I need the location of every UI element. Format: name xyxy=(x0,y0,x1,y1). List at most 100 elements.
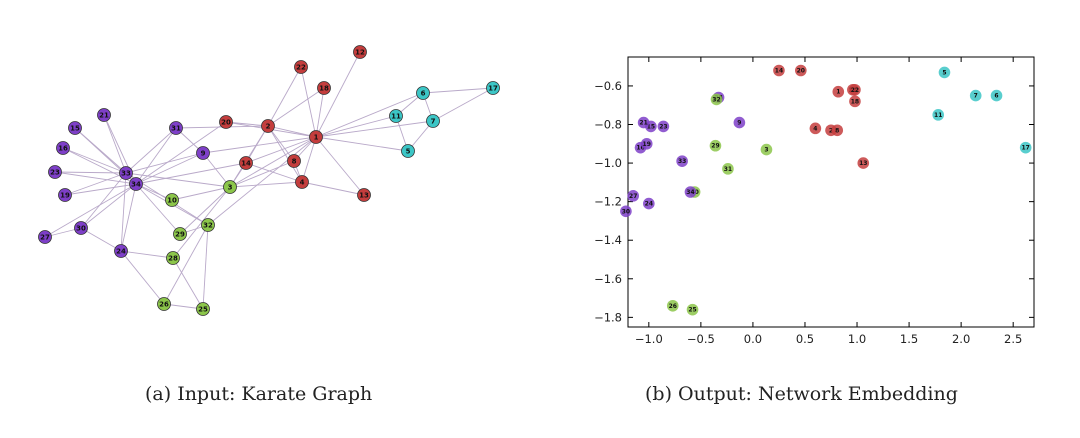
scatter-point-marker xyxy=(831,124,844,137)
scatter-point: 5 xyxy=(938,66,951,79)
graph-node-label: 1 xyxy=(314,134,319,142)
scatter-point-marker xyxy=(710,93,723,106)
graph-node-label: 32 xyxy=(203,222,213,230)
graph-node: 20 xyxy=(219,115,233,129)
scatter-point: 9 xyxy=(733,116,746,129)
graph-node: 16 xyxy=(56,141,70,155)
graph-node: 8 xyxy=(287,154,301,168)
graph-edge xyxy=(267,66,302,127)
scatter-point: 19 xyxy=(640,137,653,150)
graph-edge xyxy=(163,224,209,305)
graph-node-circle xyxy=(157,297,171,311)
graph-node: 4 xyxy=(295,175,309,189)
graph-edge xyxy=(135,121,227,185)
graph-edge xyxy=(315,136,409,152)
graph-node-label: 19 xyxy=(60,192,70,200)
graph-node: 28 xyxy=(166,251,180,265)
scatter-point-label: 15 xyxy=(647,123,655,130)
graph-node-circle xyxy=(48,165,62,179)
x-tick-label: −1.0 xyxy=(635,332,663,346)
graph-node-circle xyxy=(196,302,210,316)
scatter-point-label: 8 xyxy=(835,127,839,134)
scatter-point-marker xyxy=(676,155,688,167)
graph-node: 13 xyxy=(357,188,371,202)
graph-node: 15 xyxy=(68,121,82,135)
graph-node-label: 4 xyxy=(300,179,305,187)
graph-node: 12 xyxy=(353,45,367,59)
graph-edge xyxy=(103,114,127,174)
graph-node-circle xyxy=(201,218,215,232)
x-tick-label: 0.5 xyxy=(796,332,814,346)
scatter-point: 21 xyxy=(637,116,650,129)
karate-graph-panel: 1234567891011121314151617181920212223242… xyxy=(38,45,500,316)
scatter-point: 22 xyxy=(849,83,861,96)
scatter-point: 29 xyxy=(709,139,722,152)
graph-node-label: 21 xyxy=(99,112,109,120)
graph-node: 29 xyxy=(173,227,187,241)
scatter-point-marker xyxy=(709,139,722,152)
scatter-point-marker xyxy=(637,116,650,129)
graph-edge xyxy=(315,136,365,196)
scatter-point: 14 xyxy=(773,64,785,77)
scatter-point-marker xyxy=(684,186,697,198)
graph-node-label: 10 xyxy=(167,197,177,205)
graph-node-label: 8 xyxy=(292,158,297,166)
scatter-point-marker xyxy=(809,122,822,135)
graph-node-label: 7 xyxy=(431,118,436,126)
scatter-point-label: 30 xyxy=(622,208,630,215)
graph-node-circle xyxy=(196,146,210,160)
graph-node-circle xyxy=(389,109,403,123)
x-tick-label: 1.5 xyxy=(900,332,918,346)
scatter-point-marker xyxy=(640,137,653,150)
graph-node: 26 xyxy=(157,297,171,311)
scatter-point-label: 17 xyxy=(1021,145,1029,152)
graph-node-circle xyxy=(129,177,143,191)
graph-node: 6 xyxy=(416,86,430,100)
graph-node-circle xyxy=(58,188,72,202)
graph-edge xyxy=(245,162,303,183)
graph-edge xyxy=(125,127,177,174)
graph-node-circle xyxy=(261,119,275,133)
graph-node: 1 xyxy=(309,130,323,144)
scatter-point-label: 19 xyxy=(643,141,651,148)
scatter-point: 33 xyxy=(676,155,688,167)
scatter-point-marker xyxy=(666,299,679,312)
graph-edge xyxy=(202,224,209,310)
graph-node-label: 15 xyxy=(70,125,80,133)
graph-node-label: 33 xyxy=(121,170,131,178)
graph-edge xyxy=(171,186,231,201)
graph-edge xyxy=(315,120,434,138)
scatter-point-marker xyxy=(938,66,951,79)
scatter-point-label: 34 xyxy=(686,189,694,196)
scatter-point-marker xyxy=(760,143,773,156)
graph-edge xyxy=(125,152,204,174)
scatter-point-marker xyxy=(1019,141,1032,154)
graph-node-circle xyxy=(294,60,308,74)
graph-edge xyxy=(315,51,361,138)
caption-karate-graph: (a) Input: Karate Graph xyxy=(145,383,373,405)
y-tick-label: −0.6 xyxy=(594,79,622,93)
scatter-point-label: 31 xyxy=(724,166,732,173)
scatter-point-label: 24 xyxy=(645,201,653,208)
scatter-point-label: 6 xyxy=(994,93,998,100)
x-tick-label: 0.0 xyxy=(744,332,762,346)
scatter-point-marker xyxy=(969,89,982,102)
scatter-point: 6 xyxy=(990,89,1003,102)
scatter-point-label: 29 xyxy=(711,143,719,150)
graph-node: 17 xyxy=(486,81,500,95)
scatter-points: 1234567891011121314151617181920212223242… xyxy=(620,64,1032,316)
scatter-point-label: 25 xyxy=(688,307,696,314)
graph-node: 33 xyxy=(119,166,133,180)
scatter-point-marker xyxy=(733,116,746,129)
graph-node-circle xyxy=(219,115,233,129)
graph-node-circle xyxy=(353,45,367,59)
scatter-point: 8 xyxy=(831,124,844,137)
graph-edge xyxy=(62,147,127,174)
scatter-point: 32 xyxy=(710,93,723,106)
graph-node-label: 23 xyxy=(50,169,60,177)
graph-node-circle xyxy=(357,188,371,202)
graph-node-circle xyxy=(119,166,133,180)
y-tick-label: −1.0 xyxy=(594,156,622,170)
scatter-point: 25 xyxy=(686,303,699,316)
graph-node: 19 xyxy=(58,188,72,202)
